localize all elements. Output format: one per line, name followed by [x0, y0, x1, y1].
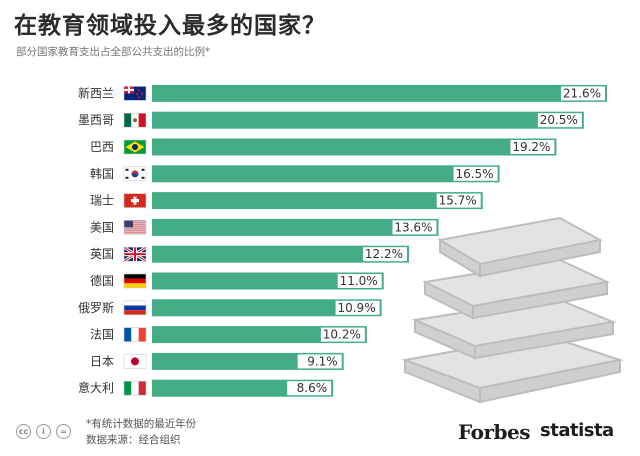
- license-icons: cc i =: [16, 424, 71, 439]
- category-label: 墨西哥: [78, 113, 114, 127]
- forbes-logo: Forbes: [458, 420, 530, 444]
- category-label: 意大利: [78, 380, 114, 395]
- creative-commons-icon: cc: [16, 424, 31, 439]
- chart-row: 巴西 19.2%: [90, 138, 557, 156]
- flag-fr-icon: [123, 327, 147, 342]
- flag-kr-icon: [123, 166, 147, 182]
- bar: [152, 352, 344, 370]
- chart-row: 墨西哥 20.5%: [78, 111, 584, 129]
- bar: [152, 111, 584, 129]
- value-label: 15.7%: [439, 194, 477, 208]
- category-label: 日本: [90, 354, 114, 368]
- value-label-bg: [287, 381, 332, 396]
- chart-row: 德国 11.0%: [90, 272, 384, 290]
- flag-ch-icon: [123, 193, 147, 208]
- chart-row: 韩国 16.5%: [90, 165, 500, 183]
- value-label: 21.6%: [563, 86, 601, 100]
- chart-row: 俄罗斯 10.9%: [78, 299, 382, 317]
- category-label: 新西兰: [78, 85, 114, 100]
- bar: [152, 272, 384, 290]
- value-label: 10.2%: [323, 328, 361, 342]
- flag-ru-icon: [123, 300, 147, 316]
- bar: [152, 192, 483, 210]
- category-label: 巴西: [90, 140, 114, 154]
- chart-row: 意大利 8.6%: [78, 379, 334, 397]
- bar: [152, 218, 439, 236]
- category-label: 法国: [90, 328, 114, 342]
- value-label-bg: [510, 140, 555, 154]
- value-label-bg: [561, 86, 605, 101]
- value-label-bg: [362, 247, 407, 262]
- value-label: 16.5%: [455, 167, 493, 181]
- category-label: 美国: [90, 220, 114, 234]
- flag-nz-icon: [123, 86, 147, 101]
- value-label-bg: [335, 300, 380, 315]
- chart-row: 新西兰 21.6%: [78, 84, 607, 102]
- value-label-bg: [392, 220, 437, 235]
- value-label: 20.5%: [540, 113, 578, 127]
- chart-row: 法国 10.2%: [90, 326, 367, 344]
- chart-row: 瑞士 15.7%: [90, 192, 483, 210]
- flag-de-icon: [123, 273, 147, 289]
- flag-br-icon: [123, 139, 147, 155]
- value-label-bg: [436, 193, 481, 208]
- flag-mx-icon: [123, 112, 147, 128]
- bar: [152, 84, 607, 102]
- statista-logo: statista: [540, 420, 614, 441]
- value-label-bg: [320, 327, 365, 342]
- category-label: 英国: [90, 247, 114, 261]
- flag-gb-icon: [123, 245, 147, 263]
- flag-it-icon: [123, 380, 147, 396]
- bar: [152, 299, 382, 317]
- category-label: 德国: [90, 273, 114, 288]
- category-label: 俄罗斯: [78, 301, 114, 315]
- no-derivatives-icon: =: [56, 424, 71, 439]
- chart-row: 英国 12.2%: [90, 245, 409, 263]
- value-label: 9.1%: [307, 354, 338, 368]
- value-label: 8.6%: [297, 381, 328, 395]
- value-label: 10.9%: [337, 301, 375, 315]
- chart-row: 日本 9.1%: [90, 352, 344, 370]
- chart-row: 美国 13.6%: [90, 218, 439, 236]
- value-label-bg: [537, 113, 582, 128]
- bar: [152, 326, 367, 344]
- value-label-bg: [297, 354, 342, 369]
- footnote: *有统计数据的最近年份 数据来源：经合组织: [86, 416, 196, 448]
- bar: [152, 165, 500, 183]
- category-label: 韩国: [90, 166, 114, 181]
- flag-us-icon: [123, 220, 147, 235]
- value-label: 19.2%: [512, 140, 550, 154]
- value-label: 11.0%: [340, 274, 378, 288]
- flag-jp-icon: [123, 354, 147, 369]
- footnote-note: *有统计数据的最近年份: [86, 418, 197, 430]
- attribution-icon: i: [36, 424, 51, 439]
- value-label: 13.6%: [394, 220, 432, 234]
- chart-title: 在教育领域投入最多的国家？: [14, 13, 326, 39]
- value-label: 12.2%: [365, 247, 403, 261]
- footnote-source: 数据来源：经合组织: [86, 434, 181, 446]
- category-label: 瑞士: [90, 194, 114, 208]
- value-label-bg: [453, 166, 498, 181]
- value-label-bg: [337, 274, 382, 288]
- chart-subtitle: 部分国家教育支出占全部公共支出的比例*: [16, 46, 211, 58]
- bar: [152, 138, 557, 156]
- books-illustration: [401, 216, 624, 404]
- bar: [152, 245, 409, 263]
